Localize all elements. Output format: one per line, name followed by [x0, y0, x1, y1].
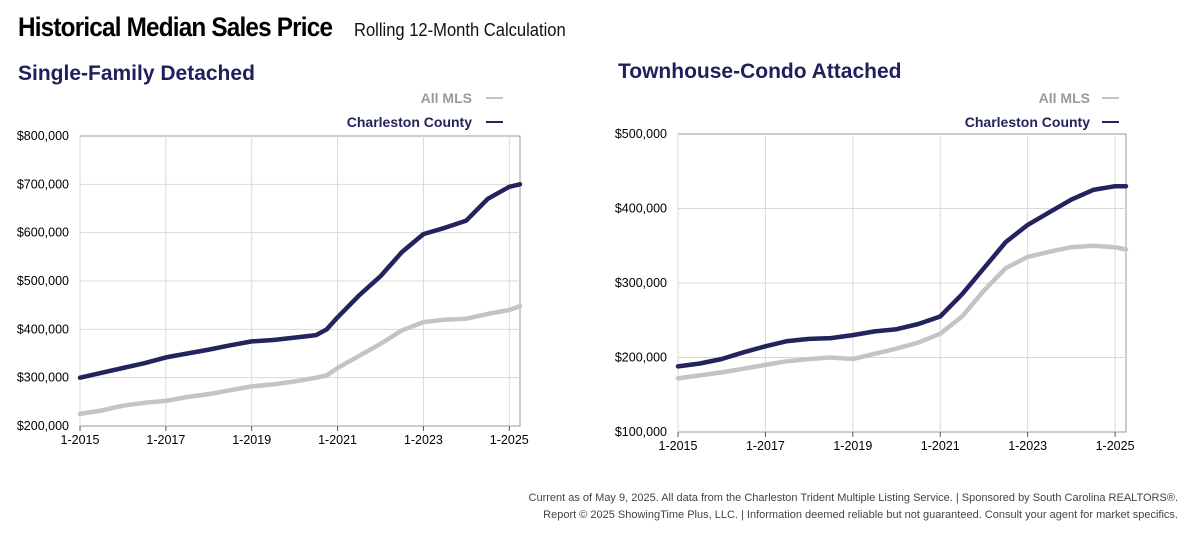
- series-line-all-mls: [675, 243, 1129, 381]
- x-tick-label: 1-2021: [318, 433, 357, 447]
- legend-label-charleston-county: Charleston County: [347, 114, 472, 130]
- y-tick-label: $300,000: [615, 276, 667, 290]
- y-tick-label: $200,000: [615, 351, 667, 365]
- y-tick-label: $400,000: [17, 322, 69, 336]
- x-tick-label: 1-2025: [490, 433, 529, 447]
- footer-disclaimer: Current as of May 9, 2025. All data from…: [529, 490, 1178, 524]
- x-tick-label: 1-2017: [746, 439, 785, 453]
- y-tick-label: $500,000: [615, 127, 667, 141]
- chart-title: Single-Family Detached: [18, 62, 255, 85]
- footer-line-1: Current as of May 9, 2025. All data from…: [528, 492, 1178, 504]
- x-tick-label: 1-2023: [404, 433, 443, 447]
- series-line-all-mls: [77, 303, 523, 417]
- x-tick-label: 1-2025: [1096, 439, 1135, 453]
- x-tick-label: 1-2019: [232, 433, 271, 447]
- y-tick-label: $200,000: [17, 419, 69, 433]
- report-header: Historical Median Sales Price Rolling 12…: [18, 12, 584, 43]
- x-tick-label: 1-2015: [61, 433, 100, 447]
- y-tick-label: $500,000: [17, 274, 69, 288]
- x-tick-label: 1-2017: [146, 433, 185, 447]
- legend-label-charleston-county: Charleston County: [965, 114, 1090, 130]
- y-tick-label: $700,000: [17, 177, 69, 191]
- series-line-charleston-county: [675, 183, 1129, 369]
- series-line-charleston-county: [77, 182, 523, 380]
- y-tick-label: $800,000: [17, 129, 69, 143]
- y-tick-label: $100,000: [615, 425, 667, 439]
- legend-label-all-mls: All MLS: [421, 90, 472, 106]
- x-tick-label: 1-2015: [659, 439, 698, 453]
- footer-line-2: Report © 2025 ShowingTime Plus, LLC. | I…: [543, 509, 1178, 521]
- page-title: Historical Median Sales Price: [18, 12, 333, 42]
- y-tick-label: $600,000: [17, 226, 69, 240]
- x-tick-label: 1-2019: [833, 439, 872, 453]
- legend-label-all-mls: All MLS: [1039, 90, 1090, 106]
- chart-townhouse-condo: Townhouse-Condo Attached All MLS Charles…: [615, 60, 1135, 453]
- page-subtitle: Rolling 12-Month Calculation: [353, 20, 566, 40]
- y-tick-label: $400,000: [615, 202, 667, 216]
- chart-single-family: Single-Family Detached All MLS Charlesto…: [17, 62, 529, 447]
- chart-title: Townhouse-Condo Attached: [618, 60, 901, 83]
- x-tick-label: 1-2023: [1008, 439, 1047, 453]
- x-tick-label: 1-2021: [921, 439, 960, 453]
- y-tick-label: $300,000: [17, 371, 69, 385]
